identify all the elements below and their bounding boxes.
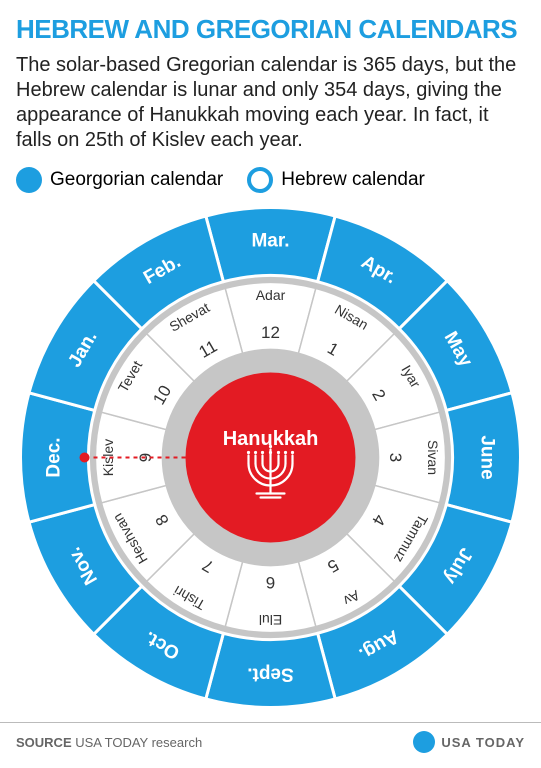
inner-month-num: 6 [266,573,275,592]
legend-swatch-outline [247,167,273,193]
legend: Georgorian calendar Hebrew calendar [16,167,525,193]
legend-gregorian: Georgorian calendar [16,167,223,193]
inner-month-name: Sivan [425,440,441,475]
source-label: SOURCE [16,735,72,750]
footer: SOURCE USA TODAY research USA TODAY [0,722,541,763]
legend-label: Georgorian calendar [50,169,223,191]
inner-month-num: 12 [261,323,280,342]
page-title: HEBREW AND GREGORIAN CALENDARS [16,14,525,45]
brand-logo: USA TODAY [413,731,525,753]
legend-label: Hebrew calendar [281,169,425,191]
inner-month-num: 3 [386,453,405,462]
source-line: SOURCE USA TODAY research [16,735,202,750]
inner-month-name: Adar [256,287,286,303]
outer-month-label: Mar. [251,231,289,252]
inner-month-name: Elul [259,612,282,628]
legend-swatch-filled [16,167,42,193]
source-value: USA TODAY research [75,735,202,750]
indicator-dot [80,453,90,463]
legend-hebrew: Hebrew calendar [247,167,425,193]
outer-month-label: Sept. [247,663,293,684]
outer-month-label: June [476,435,497,479]
brand-text: USA TODAY [441,735,525,750]
brand-dot-icon [413,731,435,753]
outer-month-label: Dec. [44,437,65,477]
description-text: The solar-based Gregorian calendar is 36… [16,53,525,153]
calendar-chart: Mar.Apr.MayJuneJulyAug.Sept.Oct.Nov.Dec.… [16,203,525,712]
